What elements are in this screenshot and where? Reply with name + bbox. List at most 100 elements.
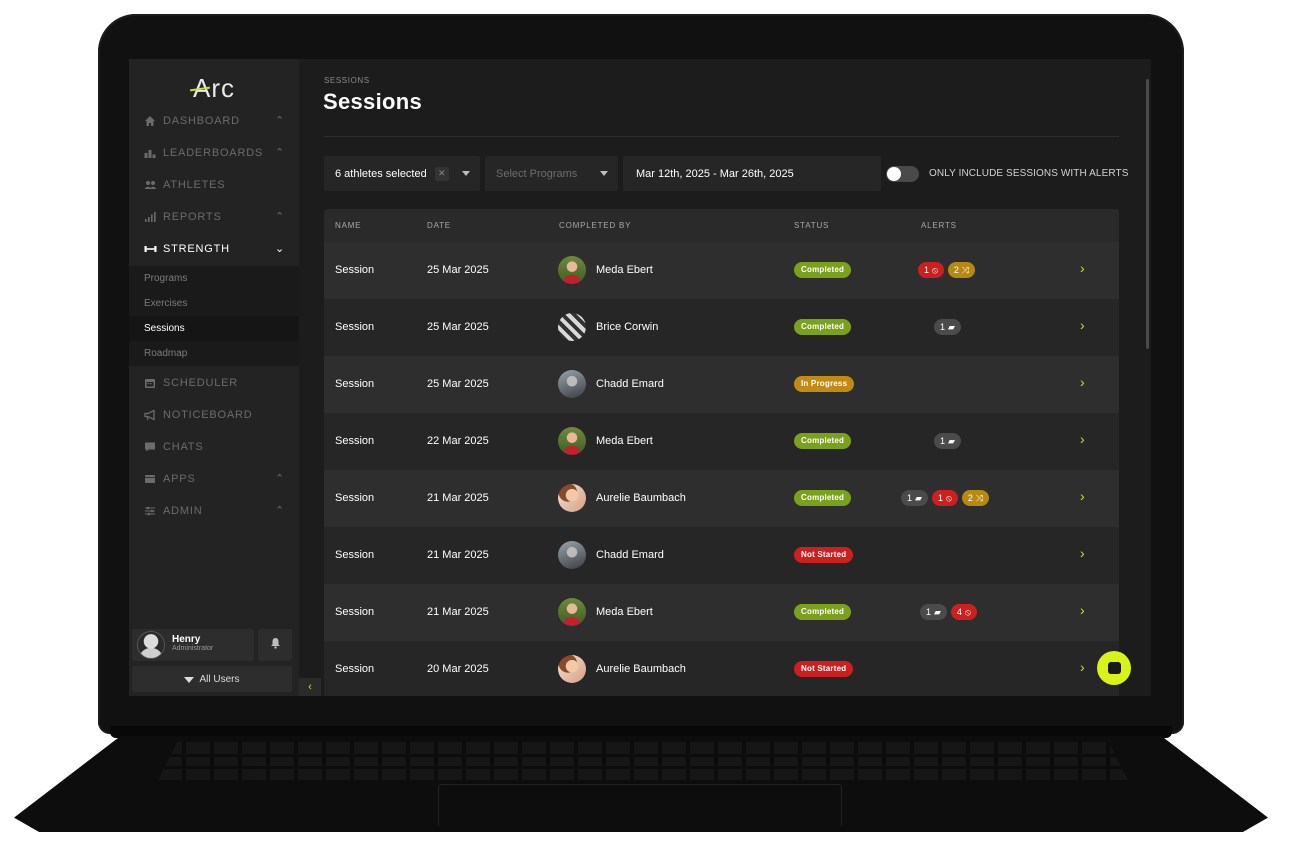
session-date: 21 Mar 2025	[427, 606, 489, 618]
table-row[interactable]: Session 21 Mar 2025 Chadd Emard Not Star…	[324, 527, 1119, 584]
column-header-date: DATE	[427, 221, 451, 230]
session-date: 25 Mar 2025	[427, 264, 489, 276]
chevron-down-icon: ⌄	[274, 243, 285, 255]
status-badge: Completed	[794, 262, 852, 278]
alert-count: 2	[967, 493, 973, 503]
programs-select-placeholder: Select Programs	[496, 167, 578, 180]
alert-count: 4	[956, 607, 962, 617]
table-row[interactable]: Session 25 Mar 2025 Brice Corwin Complet…	[324, 299, 1119, 356]
sidebar-item-strength[interactable]: STRENGTH ⌄	[129, 234, 299, 264]
chevron-up-icon: ⌃	[274, 211, 285, 223]
clear-selection-icon[interactable]: ✕	[434, 166, 449, 181]
subnav-roadmap[interactable]: Roadmap	[144, 348, 188, 359]
session-name: Session	[335, 606, 375, 618]
avatar	[558, 313, 586, 341]
chevron-right-icon[interactable]: ›	[1080, 488, 1085, 504]
sidebar-item-scheduler[interactable]: SCHEDULER	[129, 368, 299, 398]
sidebar-item-apps[interactable]: APPS ⌃	[129, 464, 299, 494]
sliders-icon	[143, 504, 157, 518]
notifications-button[interactable]	[258, 629, 292, 661]
chevron-right-icon[interactable]: ›	[1080, 431, 1085, 447]
table-row[interactable]: Session 25 Mar 2025 Meda Ebert Completed…	[324, 242, 1119, 299]
subnav-sessions[interactable]: Sessions	[129, 316, 299, 341]
sidebar-item-label: STRENGTH	[163, 243, 230, 255]
session-name: Session	[335, 435, 375, 447]
session-date: 22 Mar 2025	[427, 435, 489, 447]
sidebar-item-label: SCHEDULER	[163, 377, 239, 389]
athletes-select-value: 6 athletes selected	[335, 167, 427, 180]
scrollbar[interactable]	[1146, 79, 1149, 349]
chevron-down-icon	[600, 171, 608, 176]
avatar	[558, 541, 586, 569]
athletes-select[interactable]: 6 athletes selected ✕	[324, 156, 480, 191]
avatar	[558, 256, 586, 284]
chevron-right-icon[interactable]: ›	[1080, 659, 1085, 675]
chevron-right-icon[interactable]: ›	[1080, 374, 1085, 390]
session-name: Session	[335, 321, 375, 333]
sidebar-item-chats[interactable]: CHATS	[129, 432, 299, 462]
chevron-up-icon: ⌃	[274, 147, 285, 159]
athlete-name: Aurelie Baumbach	[596, 492, 686, 504]
shuffle-icon: ⤨	[975, 493, 984, 503]
avatar	[137, 631, 165, 659]
sidebar-item-reports[interactable]: REPORTS ⌃	[129, 202, 299, 232]
athlete-name: Meda Ebert	[596, 606, 653, 618]
table-row[interactable]: Session 21 Mar 2025 Aurelie Baumbach Com…	[324, 470, 1119, 527]
sidebar-item-leaderboards[interactable]: LEADERBOARDS ⌃	[129, 138, 299, 168]
table-row[interactable]: Session 25 Mar 2025 Chadd Emard In Progr…	[324, 356, 1119, 413]
app-logo[interactable]: Arc	[129, 73, 299, 104]
avatar	[558, 655, 586, 683]
chevron-right-icon[interactable]: ›	[1080, 317, 1085, 333]
programs-select[interactable]: Select Programs	[485, 156, 618, 191]
sidebar-item-label: ATHLETES	[163, 179, 226, 191]
sidebar-item-athletes[interactable]: ATHLETES	[129, 170, 299, 200]
chevron-up-icon: ⌃	[274, 473, 285, 485]
alert-badge-substitution: 2 ⤨	[961, 490, 990, 506]
chevron-right-icon[interactable]: ›	[1080, 545, 1085, 561]
support-chat-button[interactable]	[1097, 651, 1131, 685]
avatar	[558, 427, 586, 455]
alerts-only-toggle[interactable]	[886, 166, 919, 182]
session-name: Session	[335, 549, 375, 561]
session-date: 21 Mar 2025	[427, 492, 489, 504]
keyboard	[158, 742, 1128, 780]
breadcrumb[interactable]: SESSIONS	[324, 76, 370, 85]
date-range-value: Mar 12th, 2025 - Mar 26th, 2025	[636, 167, 794, 180]
sidebar-item-label: APPS	[163, 473, 196, 485]
table-row[interactable]: Session 22 Mar 2025 Meda Ebert Completed…	[324, 413, 1119, 470]
date-range-picker[interactable]: Mar 12th, 2025 - Mar 26th, 2025	[623, 156, 881, 191]
athlete-name: Meda Ebert	[596, 435, 653, 447]
sidebar-item-label: DASHBOARD	[163, 115, 240, 127]
user-profile[interactable]: Henry Administrator	[132, 629, 254, 661]
sidebar-item-label: LEADERBOARDS	[163, 147, 264, 159]
comment-icon: ▰	[934, 607, 941, 617]
chevron-right-icon[interactable]: ›	[1080, 260, 1085, 276]
chat-icon	[143, 440, 157, 454]
table-row[interactable]: Session 20 Mar 2025 Aurelie Baumbach Not…	[324, 641, 1119, 696]
subnav-exercises[interactable]: Exercises	[144, 298, 188, 309]
table-row[interactable]: Session 21 Mar 2025 Meda Ebert Completed…	[324, 584, 1119, 641]
session-date: 25 Mar 2025	[427, 378, 489, 390]
status-badge: Completed	[794, 490, 852, 506]
alert-count: 2	[953, 265, 959, 275]
collapse-sidebar-button[interactable]: ‹	[299, 678, 321, 696]
all-users-filter-button[interactable]: All Users	[132, 666, 292, 692]
alert-count: 1	[926, 607, 932, 617]
chevron-up-icon: ⌃	[274, 115, 285, 127]
sessions-table: NAME DATE COMPLETED BY STATUS ALERTS Ses…	[324, 209, 1119, 696]
sidebar-item-noticeboard[interactable]: NOTICEBOARD	[129, 400, 299, 430]
column-header-status: STATUS	[794, 221, 830, 230]
alerts-group: 1 ▰	[934, 433, 961, 449]
alert-badge-comment: 1 ▰	[934, 433, 961, 449]
megaphone-icon	[143, 408, 157, 422]
toggle-knob	[887, 167, 901, 181]
status-badge: Completed	[794, 433, 852, 449]
chevron-right-icon[interactable]: ›	[1080, 602, 1085, 618]
filter-icon	[184, 677, 195, 683]
chevron-down-icon	[462, 171, 470, 176]
subnav-programs[interactable]: Programs	[144, 273, 188, 284]
sidebar-item-dashboard[interactable]: DASHBOARD ⌃	[129, 106, 299, 136]
session-name: Session	[335, 378, 375, 390]
sidebar-item-admin[interactable]: ADMIN ⌃	[129, 496, 299, 526]
laptop-hinge	[110, 726, 1172, 738]
